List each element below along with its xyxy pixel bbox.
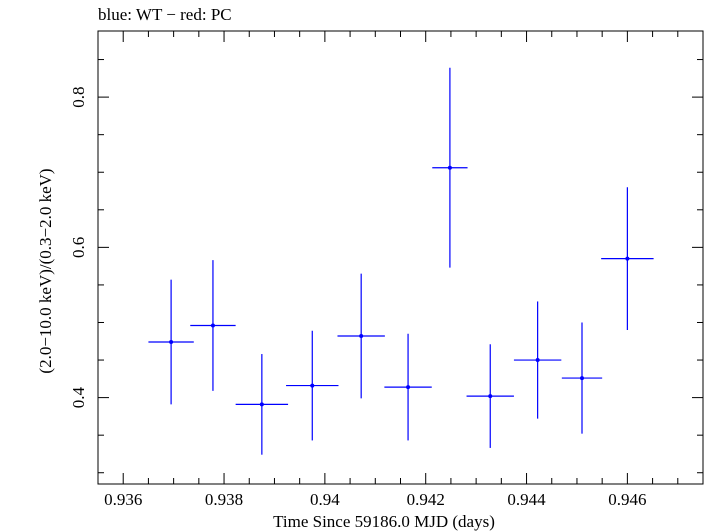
x-tick-label: 0.938: [205, 490, 243, 509]
data-point-marker: [259, 402, 264, 407]
data-point-marker: [406, 385, 411, 390]
y-tick-label: 0.6: [69, 237, 88, 258]
x-tick-label: 0.94: [310, 490, 340, 509]
x-axis-label: Time Since 59186.0 MJD (days): [273, 512, 495, 531]
series-key-header: blue: WT − red: PC: [98, 5, 232, 24]
data-point-marker: [359, 334, 364, 339]
data-point: [561, 322, 603, 434]
data-point: [384, 333, 432, 441]
data-point: [337, 273, 385, 399]
y-tick-label: 0.4: [69, 386, 88, 408]
x-tick-label: 0.936: [104, 490, 142, 509]
plot-frame: [97, 30, 704, 485]
y-tick-label: 0.8: [69, 86, 88, 107]
data-point: [286, 330, 339, 441]
data-point: [235, 354, 289, 455]
data-point-marker: [535, 358, 540, 363]
y-axis-label: (2.0−10.0 keV)/(0.3−2.0 keV): [36, 168, 55, 373]
data-point: [601, 187, 654, 330]
data-point: [466, 344, 514, 448]
data-point-marker: [488, 394, 493, 399]
data-point-marker: [625, 256, 630, 261]
x-tick-label: 0.944: [507, 490, 546, 509]
data-point: [432, 67, 468, 268]
data-point: [190, 260, 236, 391]
x-tick-label: 0.946: [608, 490, 646, 509]
data-point-marker: [210, 323, 215, 328]
data-point-marker: [580, 376, 584, 381]
data-point-marker: [447, 165, 452, 170]
x-tick-label: 0.942: [407, 490, 445, 509]
data-point: [148, 279, 194, 405]
data-point-marker: [169, 340, 174, 345]
data-point: [513, 301, 562, 419]
data-point-marker: [310, 383, 315, 388]
